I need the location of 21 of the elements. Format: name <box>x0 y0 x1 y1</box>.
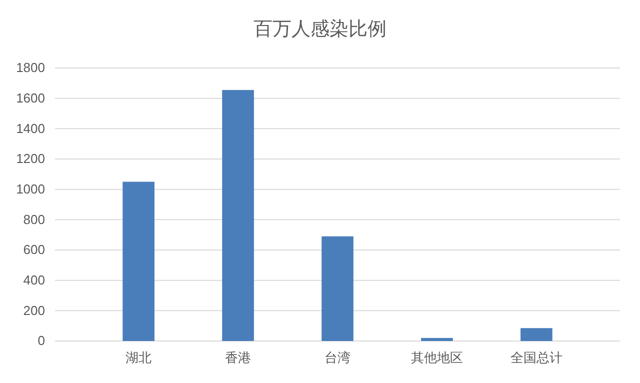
y-tick-label: 1000 <box>16 181 45 196</box>
x-tick-label: 湖北 <box>126 350 152 366</box>
y-tick-label: 400 <box>23 272 45 288</box>
bar <box>520 328 552 341</box>
y-tick-label: 0 <box>38 333 45 348</box>
bar <box>122 182 154 341</box>
x-tick-label: 台湾 <box>324 350 350 366</box>
y-tick-label: 1200 <box>16 151 45 166</box>
y-tick-label: 1600 <box>16 90 45 106</box>
y-tick-label: 200 <box>23 302 45 318</box>
bar <box>322 236 354 341</box>
y-tick-label: 1800 <box>16 60 45 76</box>
x-tick-label: 全国总计 <box>510 350 562 366</box>
y-tick-label: 1400 <box>16 120 45 136</box>
x-tick-label: 其他地区 <box>410 350 463 366</box>
chart-title: 百万人感染比例 <box>254 18 386 40</box>
y-tick-label: 800 <box>23 212 45 227</box>
bar <box>222 90 254 341</box>
x-tick-label: 香港 <box>225 350 252 366</box>
bar <box>421 338 453 341</box>
y-tick-label: 600 <box>23 242 45 258</box>
